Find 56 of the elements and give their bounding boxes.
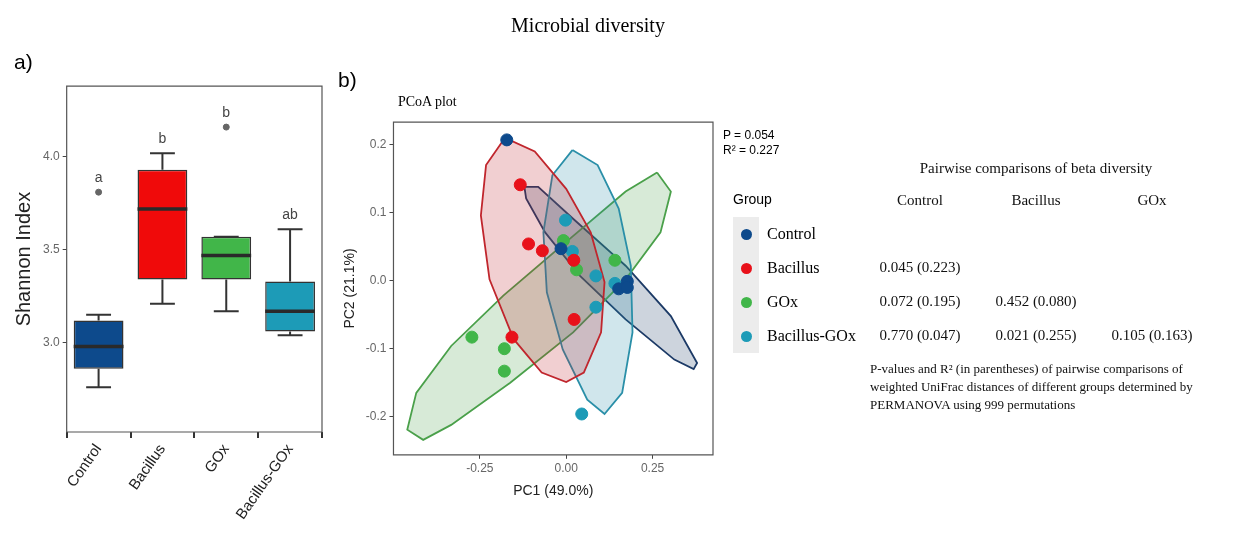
point xyxy=(522,237,536,251)
point xyxy=(505,330,519,344)
point xyxy=(500,133,514,147)
x-tick-label: 0.00 xyxy=(554,461,579,476)
point xyxy=(497,342,511,356)
text: 0.072 (0.195) xyxy=(879,292,961,309)
text: a) xyxy=(14,50,33,74)
point xyxy=(465,330,479,344)
y-axis-title: Shannon Index xyxy=(11,191,34,327)
point xyxy=(567,253,581,267)
legend-label: Control xyxy=(767,225,816,243)
legend-title: Group xyxy=(733,191,773,209)
y-tick-label: 0.0 xyxy=(369,272,387,287)
y-tick-label: 0.2 xyxy=(369,136,387,151)
point xyxy=(513,178,527,192)
text: 0.770 (0.047) xyxy=(879,326,961,343)
text: Microbial diversity xyxy=(510,14,666,37)
text: P = 0.054 xyxy=(723,128,775,143)
y-tick-label: 4.0 xyxy=(42,149,60,164)
point xyxy=(559,213,572,227)
text: P-values and R² (in parentheses) of pairwise comparisons of weighted UniFrac distances of different groups determined by PERMANOVA using 999 permutations xyxy=(870,360,1194,414)
annotation: b xyxy=(158,129,167,146)
x-axis-title: PC1 (49.0%) xyxy=(513,482,594,499)
y-axis-title: PC2 (21.1%) xyxy=(341,248,358,329)
category-label: GOx xyxy=(1136,191,1168,209)
x-tick-label: 0.25 xyxy=(640,461,665,476)
chart-title: PCoA plot xyxy=(398,94,457,110)
text: 0.105 (0.163) xyxy=(1111,326,1193,343)
legend-label: Bacillus xyxy=(767,259,820,277)
y-tick-label: 3.0 xyxy=(42,335,60,350)
y-tick-label: -0.2 xyxy=(365,409,387,424)
point xyxy=(497,364,511,378)
text: b) xyxy=(338,68,357,92)
y-tick-label: 3.5 xyxy=(42,242,60,257)
annotation: a xyxy=(94,169,103,186)
category-label: Bacillus xyxy=(1010,191,1062,209)
point xyxy=(608,253,622,267)
y-tick-label: -0.1 xyxy=(365,341,387,356)
text: Pairwise comparisons of beta diversity xyxy=(918,160,1154,178)
text: 0.452 (0.080) xyxy=(995,292,1077,309)
point xyxy=(575,407,589,421)
point xyxy=(589,269,603,283)
point xyxy=(589,300,603,314)
annotation: b xyxy=(222,103,231,120)
y-tick-label: 0.1 xyxy=(369,204,387,219)
legend-label: GOx xyxy=(767,293,799,311)
point xyxy=(535,244,549,258)
point xyxy=(554,242,568,256)
text: 0.021 (0.255) xyxy=(995,326,1077,343)
point xyxy=(567,312,581,326)
text: R² = 0.227 xyxy=(723,143,780,158)
x-tick-label: -0.25 xyxy=(466,461,494,476)
annotation: ab xyxy=(282,206,299,223)
category-label: Control xyxy=(896,191,944,209)
text: 0.045 (0.223) xyxy=(879,258,961,275)
legend-label: Bacillus-GOx xyxy=(767,327,856,345)
